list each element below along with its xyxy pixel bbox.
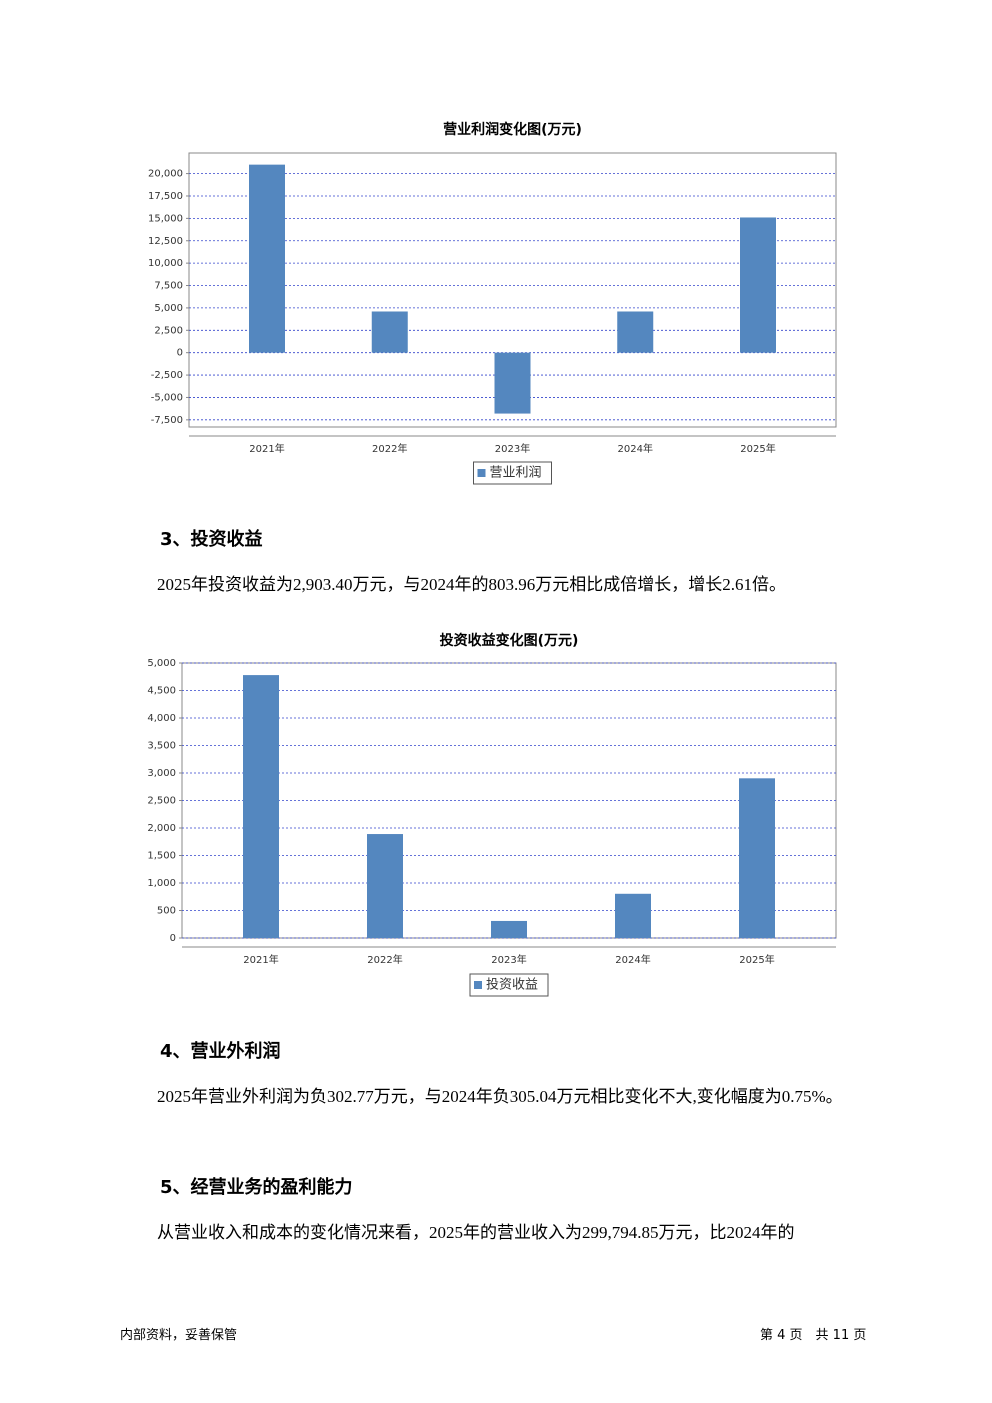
x-tick-label: 2022年 [367, 953, 402, 966]
y-tick-label: 0 [177, 348, 183, 359]
y-tick-label: -5,000 [151, 392, 183, 403]
heading: 5、经营业务的盈利能力 [160, 1177, 353, 1198]
y-tick-label: 2,500 [147, 796, 176, 807]
y-tick-label: 500 [157, 906, 176, 917]
paragraph: 2025年投资收益为2,903.40万元，与2024年的803.96万元相比成倍… [157, 575, 786, 594]
bar [491, 920, 527, 938]
y-tick-label: 4,500 [147, 686, 176, 697]
x-tick-label: 2023年 [495, 442, 530, 455]
bar [494, 352, 531, 414]
chart-title: 投资收益变化图(万元) [440, 632, 579, 649]
legend-box [469, 973, 549, 997]
legend-box [473, 461, 552, 485]
bar [243, 675, 279, 938]
footer-right: 第 4 页 共 11 页 [760, 1328, 867, 1343]
y-tick-label: 1,500 [147, 851, 176, 862]
y-tick-label: 17,500 [148, 191, 183, 202]
y-tick-label: 2,000 [147, 823, 176, 834]
x-tick-label: 2021年 [243, 953, 278, 966]
y-tick-label: 15,000 [148, 213, 183, 224]
bar [739, 778, 775, 938]
paragraph: 2025年营业外利润为负302.77万元，与2024年负305.04万元相比变化… [157, 1087, 843, 1106]
x-tick-label: 2025年 [740, 442, 775, 455]
y-tick-label: 0 [170, 933, 176, 944]
bar [249, 164, 285, 353]
bar [740, 217, 776, 353]
y-tick-label: 5,000 [147, 658, 176, 669]
y-tick-label: 4,000 [147, 713, 176, 724]
paragraph: 从营业收入和成本的变化情况来看，2025年的营业收入为299,794.85万元，… [157, 1223, 795, 1242]
y-tick-label: 2,500 [154, 325, 183, 336]
x-tick-label: 2024年 [615, 953, 650, 966]
plot-area [181, 662, 837, 939]
chart-title: 营业利润变化图(万元) [443, 121, 582, 138]
plot-area [188, 152, 837, 428]
bar [617, 311, 654, 353]
y-tick-label: 3,000 [147, 768, 176, 779]
heading: 4、营业外利润 [160, 1041, 281, 1062]
x-tick-label: 2023年 [491, 953, 526, 966]
y-tick-label: 12,500 [148, 236, 183, 247]
y-tick-label: 7,500 [154, 281, 183, 292]
legend-swatch [477, 469, 486, 477]
x-tick-label: 2021年 [249, 442, 284, 455]
charts: 营业利润变化图(万元) -7,500 -5,000 -2,500 0 2,500 5,000… [147, 121, 837, 997]
y-tick-label: 10,000 [148, 258, 183, 269]
y-tick-label: 3,500 [147, 741, 176, 752]
y-tick-label: -2,500 [151, 370, 183, 381]
legend-label: 营业利润 [490, 466, 542, 481]
x-tick-label: 2025年 [739, 953, 774, 966]
x-tick-label: 2024年 [618, 442, 653, 455]
bar [371, 311, 408, 353]
legend-swatch [474, 981, 482, 989]
y-tick-label: 1,000 [147, 878, 176, 889]
y-tick-label: -7,500 [151, 415, 183, 426]
x-tick-label: 2022年 [372, 442, 407, 455]
footer-left: 内部资料，妥善保管 [120, 1328, 238, 1343]
heading: 3、投资收益 [160, 529, 263, 550]
y-tick-label: 20,000 [148, 169, 183, 180]
y-tick-label: 5,000 [154, 303, 183, 314]
bar [615, 893, 651, 938]
legend-label: 投资收益 [486, 977, 538, 993]
bar [367, 834, 403, 938]
